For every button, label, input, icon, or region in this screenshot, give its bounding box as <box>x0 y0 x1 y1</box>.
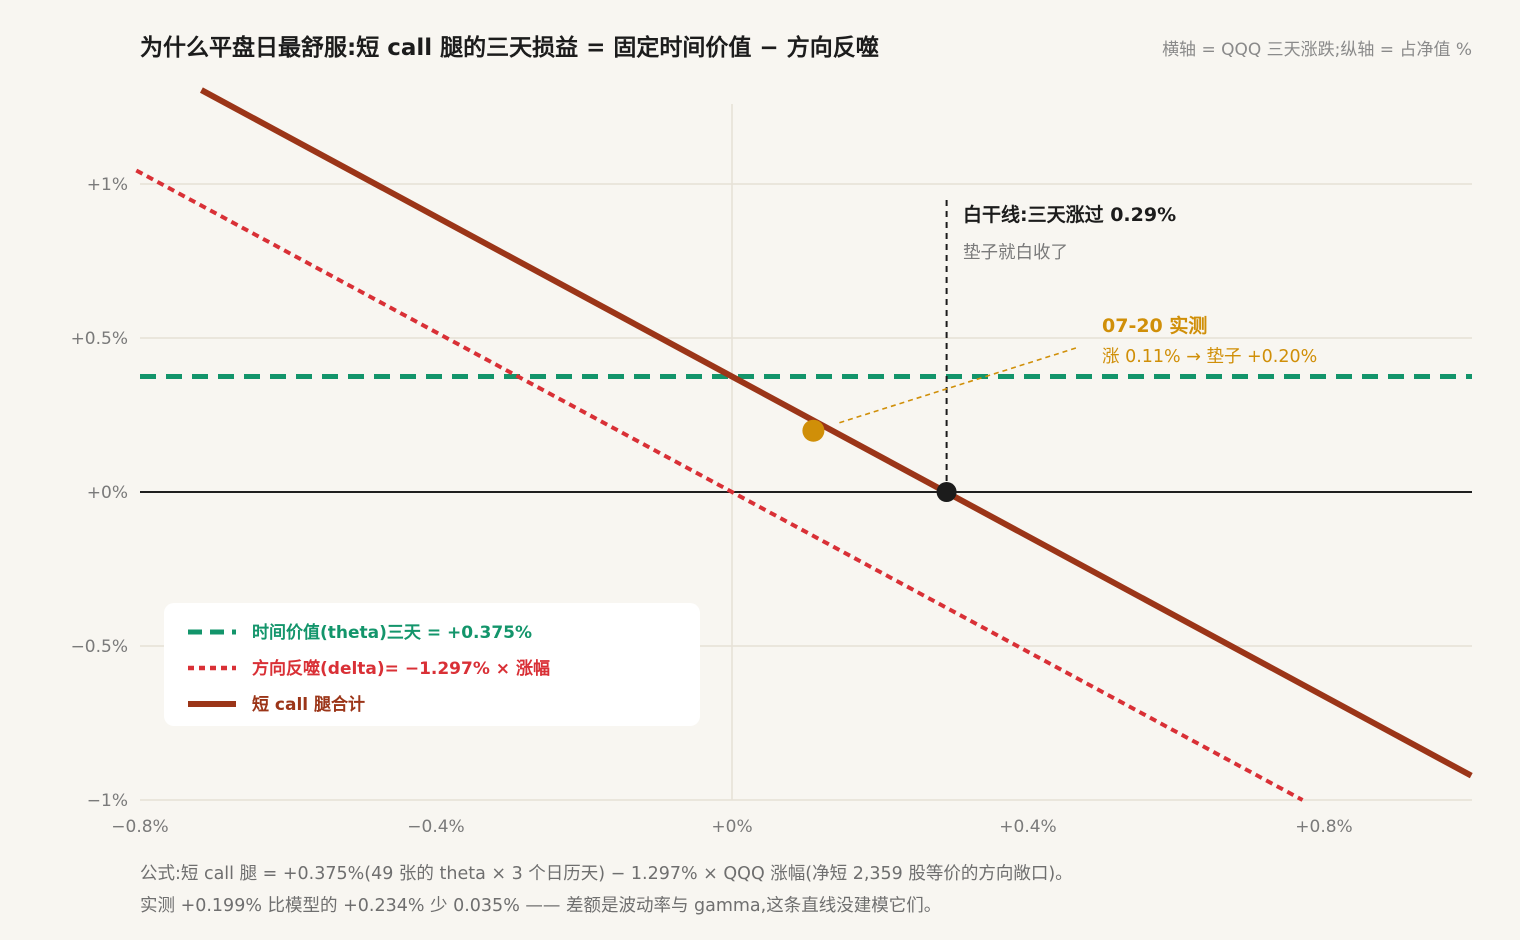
grid-layer <box>140 104 1472 801</box>
legend-box <box>164 603 700 726</box>
legend: 时间价值(theta)三天 = +0.375% 方向反噬(delta)= −1.2… <box>164 603 700 726</box>
x-tick-label: −0.4% <box>407 817 464 837</box>
footnote-line-1: 公式:短 call 腿 = +0.375%(49 张的 theta × 3 个日… <box>140 864 1073 884</box>
axis-note: 横轴 = QQQ 三天涨跌;纵轴 = 占净值 % <box>1162 40 1472 60</box>
observed-sublabel: 涨 0.11% → 垫子 +0.20% <box>1102 347 1317 367</box>
observed-label: 07-20 实测 <box>1102 314 1207 337</box>
observed-leader-line <box>839 347 1077 424</box>
chart-title: 为什么平盘日最舒服:短 call 腿的三天损益 = 固定时间价值 − 方向反噬 <box>140 35 879 61</box>
legend-label: 短 call 腿合计 <box>252 694 365 715</box>
series-line-delta <box>135 168 1304 802</box>
legend-label: 时间价值(theta)三天 = +0.375% <box>252 622 532 643</box>
x-tick-label: −0.8% <box>111 817 168 837</box>
breakeven-sublabel: 垫子就白收了 <box>963 243 1068 263</box>
breakeven-label: 白干线:三天涨过 0.29% <box>963 203 1176 226</box>
y-tick-label: +0.5% <box>71 329 128 349</box>
x-tick-label: +0.8% <box>1295 817 1352 837</box>
chart-canvas: +1% +0.5% +0% −0.5% −1% −0.8% −0.4% +0% +0.4% +0.… <box>71 87 1473 837</box>
x-tick-label: +0% <box>711 817 752 837</box>
footnote: 公式:短 call 腿 = +0.375%(49 张的 theta × 3 个日… <box>140 858 1073 922</box>
series-layer <box>135 87 1473 802</box>
axis-layer: +1% +0.5% +0% −0.5% −1% −0.8% −0.4% +0% +0.4% +0.… <box>71 175 1472 837</box>
x-tick-label: +0.4% <box>999 817 1056 837</box>
y-tick-label: +1% <box>87 175 128 195</box>
y-tick-label: +0% <box>87 483 128 503</box>
y-tick-label: −1% <box>87 791 128 811</box>
legend-label: 方向反噬(delta)= −1.297% × 涨幅 <box>252 658 550 679</box>
observed-point <box>802 419 825 442</box>
footnote-line-2: 实测 +0.199% 比模型的 +0.234% 少 0.035% —— 差额是波… <box>140 896 942 916</box>
series-line-total <box>199 87 1473 779</box>
y-tick-label: −0.5% <box>71 637 128 657</box>
annotation-layer: 白干线:三天涨过 0.29% 垫子就白收了 07-20 实测涨 0.11% → 垫子… <box>839 200 1317 492</box>
